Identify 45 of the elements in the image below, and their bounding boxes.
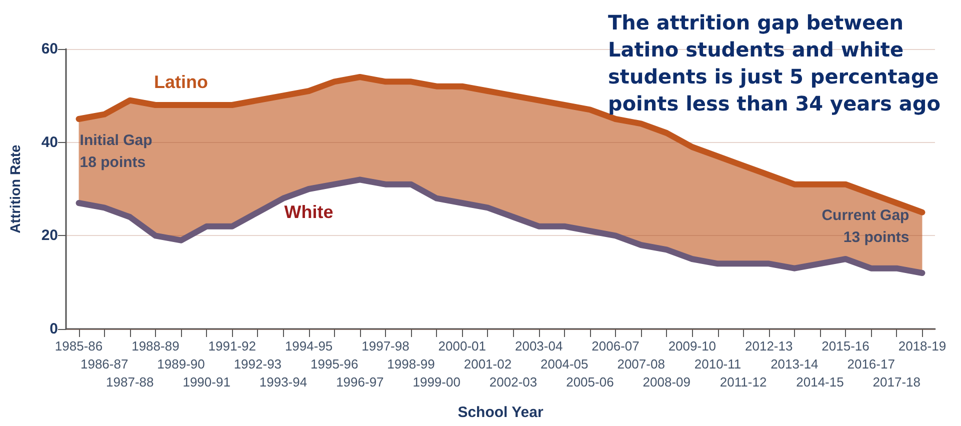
x-tick-label: 2013-14 [770, 356, 818, 372]
x-tick-label: 2005-06 [566, 374, 614, 390]
x-tick-label: 2007-08 [617, 356, 665, 372]
x-tick-label: 2018-19 [898, 338, 946, 354]
x-tick-label: 2011-12 [720, 374, 767, 390]
x-tick-label: 1995-96 [310, 356, 358, 372]
y-tick-label: 20 [41, 227, 58, 244]
x-axis-title: School Year [458, 404, 544, 421]
x-tick-label: 2003-04 [514, 338, 563, 354]
y-axis-title: Attrition Rate [7, 144, 23, 234]
x-tick-label: 1991-92 [208, 338, 256, 354]
x-tick-label: 2015-16 [822, 338, 870, 354]
x-tick-label: 1989-90 [157, 356, 205, 372]
y-tick-label: 40 [41, 134, 58, 151]
x-tick-label: 2009-10 [668, 338, 716, 354]
x-tick-label: 2000-01 [438, 338, 486, 354]
x-tick-label: 2002-03 [489, 374, 538, 390]
y-tick-label: 60 [41, 40, 58, 58]
x-tick-label: 1986-87 [80, 356, 128, 372]
series-label: Latino [154, 72, 208, 92]
x-tick-label: 2004-05 [540, 356, 588, 372]
x-tick-label: 1994-95 [284, 338, 333, 354]
x-tick-label: 1998-99 [387, 356, 435, 372]
series-label: White [284, 202, 334, 222]
x-tick-label: 1992-93 [234, 356, 282, 372]
annotation: Initial Gap 18 points [80, 132, 152, 172]
x-tick-label: 2008-09 [642, 374, 690, 390]
x-tick-label: 2010-11 [694, 356, 742, 372]
x-tick-label: 1988-89 [132, 338, 180, 354]
x-tick-label: 2012-13 [745, 338, 793, 354]
x-tick-label: 2001-02 [464, 356, 512, 372]
x-tick-label: 1985-86 [54, 338, 103, 354]
chart-title: The attrition gap between Latino students and white students is just 5 percentage points less than 34 years ago [608, 10, 946, 116]
x-tick-label: 1999-00 [412, 374, 460, 390]
x-tick-label: 1993-94 [259, 374, 308, 390]
x-tick-label: 2016-17 [847, 356, 895, 372]
annotation: Current Gap 13 points [822, 206, 910, 246]
x-tick-label: 1987-88 [106, 374, 154, 390]
x-tick-label: 1996-97 [336, 374, 384, 390]
x-tick-label: 1997-98 [362, 338, 410, 354]
x-tick-label: 2006-07 [592, 338, 640, 354]
x-tick-label: 2017-18 [872, 374, 921, 390]
x-tick-label: 2014-15 [796, 374, 844, 390]
x-tick-label: 1990-91 [182, 374, 230, 390]
y-tick-label: 0 [50, 320, 58, 338]
